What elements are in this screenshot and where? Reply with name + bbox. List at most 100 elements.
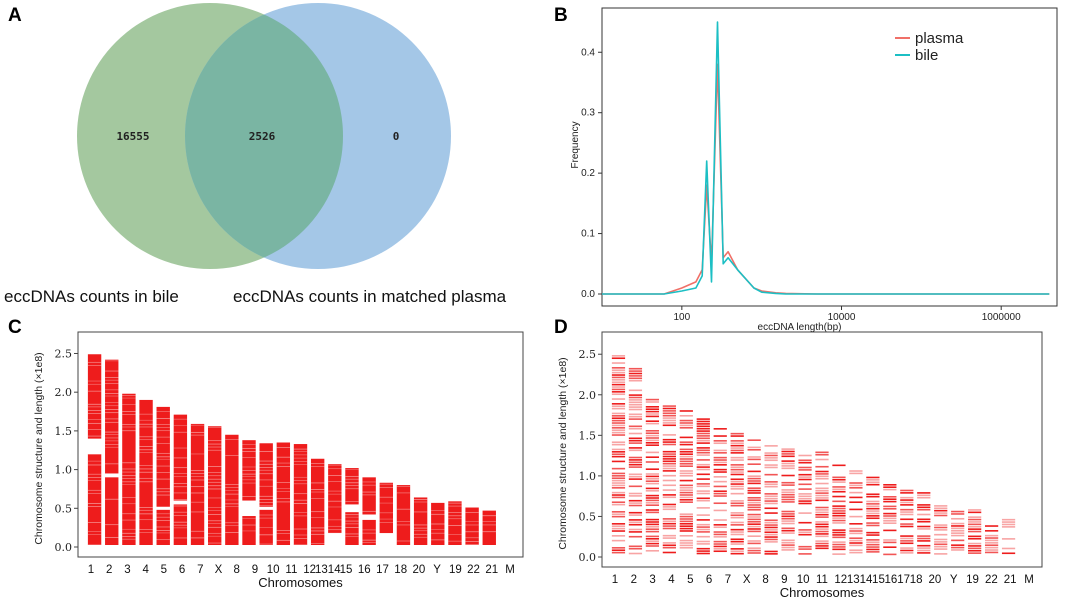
chromosome-bar-7 [713, 428, 727, 553]
y-tick-label: 2.5 [55, 347, 73, 360]
y-tick-label: 0.0 [581, 289, 595, 300]
x-tick-label: 7 [725, 574, 731, 586]
x-tick-label: Y [950, 574, 958, 586]
chromosome-bar-X [730, 432, 744, 555]
panel-letter-b: B [554, 5, 568, 26]
x-tick-label: 20 [929, 574, 942, 586]
y-tick-label: 0.1 [581, 229, 595, 240]
x-tick-label: 11 [285, 564, 297, 576]
x-tick-label: 3 [649, 574, 655, 586]
x-tick-label: 6 [179, 564, 185, 576]
chromosome-bar-17 [900, 489, 914, 554]
x-tick-label: 15 [340, 564, 353, 576]
chromosome-bar-17 [378, 482, 394, 547]
chromosome-bar-12 [293, 444, 308, 546]
venn-count-plasma-only: 0 [393, 130, 400, 143]
x-tick-label: 12 [834, 574, 847, 586]
x-tick-label: M [1024, 574, 1034, 586]
x-tick-label: 17 [376, 564, 389, 576]
chromosome-bar-18 [917, 492, 931, 554]
chromosome-bar-6 [696, 418, 710, 555]
venn-diagram: 16555 2526 0 [77, 3, 451, 269]
chromosome-bar-19 [968, 509, 982, 554]
chromosome-bar-3 [645, 398, 660, 552]
chromosome-bar-2 [104, 359, 120, 545]
chromosome-bar-13 [310, 458, 325, 545]
chromosome-bar-4 [662, 405, 676, 554]
chromosome-bar-14 [327, 464, 343, 547]
y-tick-label: 2.5 [579, 348, 597, 361]
chromosome-bar-20 [413, 497, 428, 545]
y-axis-title: Frequency [570, 121, 581, 168]
x-tick-label: 10 [797, 574, 810, 586]
x-tick-label: 8 [234, 564, 240, 576]
y-axis-title: Chromosome structure and length (×1e8) [33, 352, 45, 544]
chromosome-bar-14 [849, 470, 863, 554]
x-tick-label: 1314 [847, 574, 873, 586]
chromosome-bar-11 [276, 442, 291, 545]
y-axis-title: Chromosome structure and length (×1e8) [557, 357, 569, 549]
x-tick-label: 1000000 [982, 312, 1021, 323]
x-tick-label: 6 [706, 574, 712, 586]
chromosome-bar-3 [122, 393, 136, 545]
y-tick-label: 0.0 [55, 541, 73, 554]
x-tick-label: 3 [124, 564, 130, 576]
x-tick-label: 1314 [315, 564, 341, 576]
venn-count-intersection: 2526 [249, 130, 276, 143]
y-tick-label: 2.0 [55, 386, 73, 399]
chromosome-bar-21 [1001, 518, 1016, 555]
series-line-bile [602, 21, 1050, 295]
chromosome-chart-c: 0.0 0.5 1.0 1.5 2.0 2.5 Chromosome structure a… [33, 331, 524, 590]
x-tick-label: M [505, 564, 515, 576]
chromosome-bar-22 [984, 525, 999, 554]
y-tick-label: 1.5 [579, 429, 597, 442]
chromosome-bar-21 [482, 510, 496, 545]
length-frequency-chart: 0.0 0.1 0.2 0.3 0.4 100 10000 1000000 eccDNA len… [570, 7, 1058, 333]
venn-caption-bile: eccDNAs counts in bile [4, 287, 179, 306]
panel-letter-d: D [554, 317, 568, 338]
chromosome-bar-8 [747, 439, 761, 554]
x-tick-label: 12 [303, 564, 316, 576]
x-tick-label: 9 [252, 564, 258, 576]
x-tick-label: 100 [673, 312, 690, 323]
y-tick-label: 1.0 [579, 470, 597, 483]
x-tick-label: 5 [161, 564, 167, 576]
x-tick-label: 1617 [884, 574, 910, 586]
x-tick-label: 21 [1004, 574, 1017, 586]
x-tick-label: 20 [413, 564, 426, 576]
plot-frame [601, 7, 1058, 307]
y-tick-label: 0.2 [581, 168, 595, 179]
chromosome-bar-11 [798, 454, 812, 555]
x-tick-label: 8 [762, 574, 768, 586]
chromosome-bar-Y [951, 510, 965, 551]
panel-letter-c: C [8, 317, 22, 338]
x-tick-label: 2 [106, 564, 112, 576]
chromosome-bar-16 [883, 484, 897, 556]
chromosome-bar-2 [628, 367, 643, 555]
x-tick-label: 10000 [828, 312, 856, 323]
chromosome-bar-7 [190, 423, 205, 545]
venn-overlap [185, 3, 343, 269]
x-tick-label: 5 [687, 574, 693, 586]
chromosome-bar-12 [815, 451, 829, 550]
chromosome-bar-4 [139, 399, 153, 545]
chromosome-bar-15 [344, 468, 360, 545]
y-tick-label: 1.5 [55, 425, 73, 438]
chromosome-bar-X [208, 426, 222, 545]
chromosome-bar-22 [465, 507, 479, 545]
x-tick-label: 7 [197, 564, 203, 576]
x-tick-label: 18 [910, 574, 923, 586]
x-axis-title: Chromosomes [258, 575, 343, 590]
legend-label-bile: bile [915, 47, 938, 64]
x-tick-label: 11 [816, 574, 828, 586]
legend-label-plasma: plasma [915, 30, 964, 47]
y-tick-label: 1.0 [55, 464, 73, 477]
x-tick-label: 1 [612, 574, 618, 586]
chromosome-bar-9 [241, 440, 257, 545]
x-tick-label: 21 [485, 564, 498, 576]
venn-count-bile-only: 16555 [116, 130, 149, 143]
chromosome-bar-18 [396, 485, 411, 545]
x-tick-label: 2 [631, 574, 637, 586]
chromosome-bar-1 [86, 354, 103, 546]
x-axis-title: Chromosomes [780, 585, 865, 597]
